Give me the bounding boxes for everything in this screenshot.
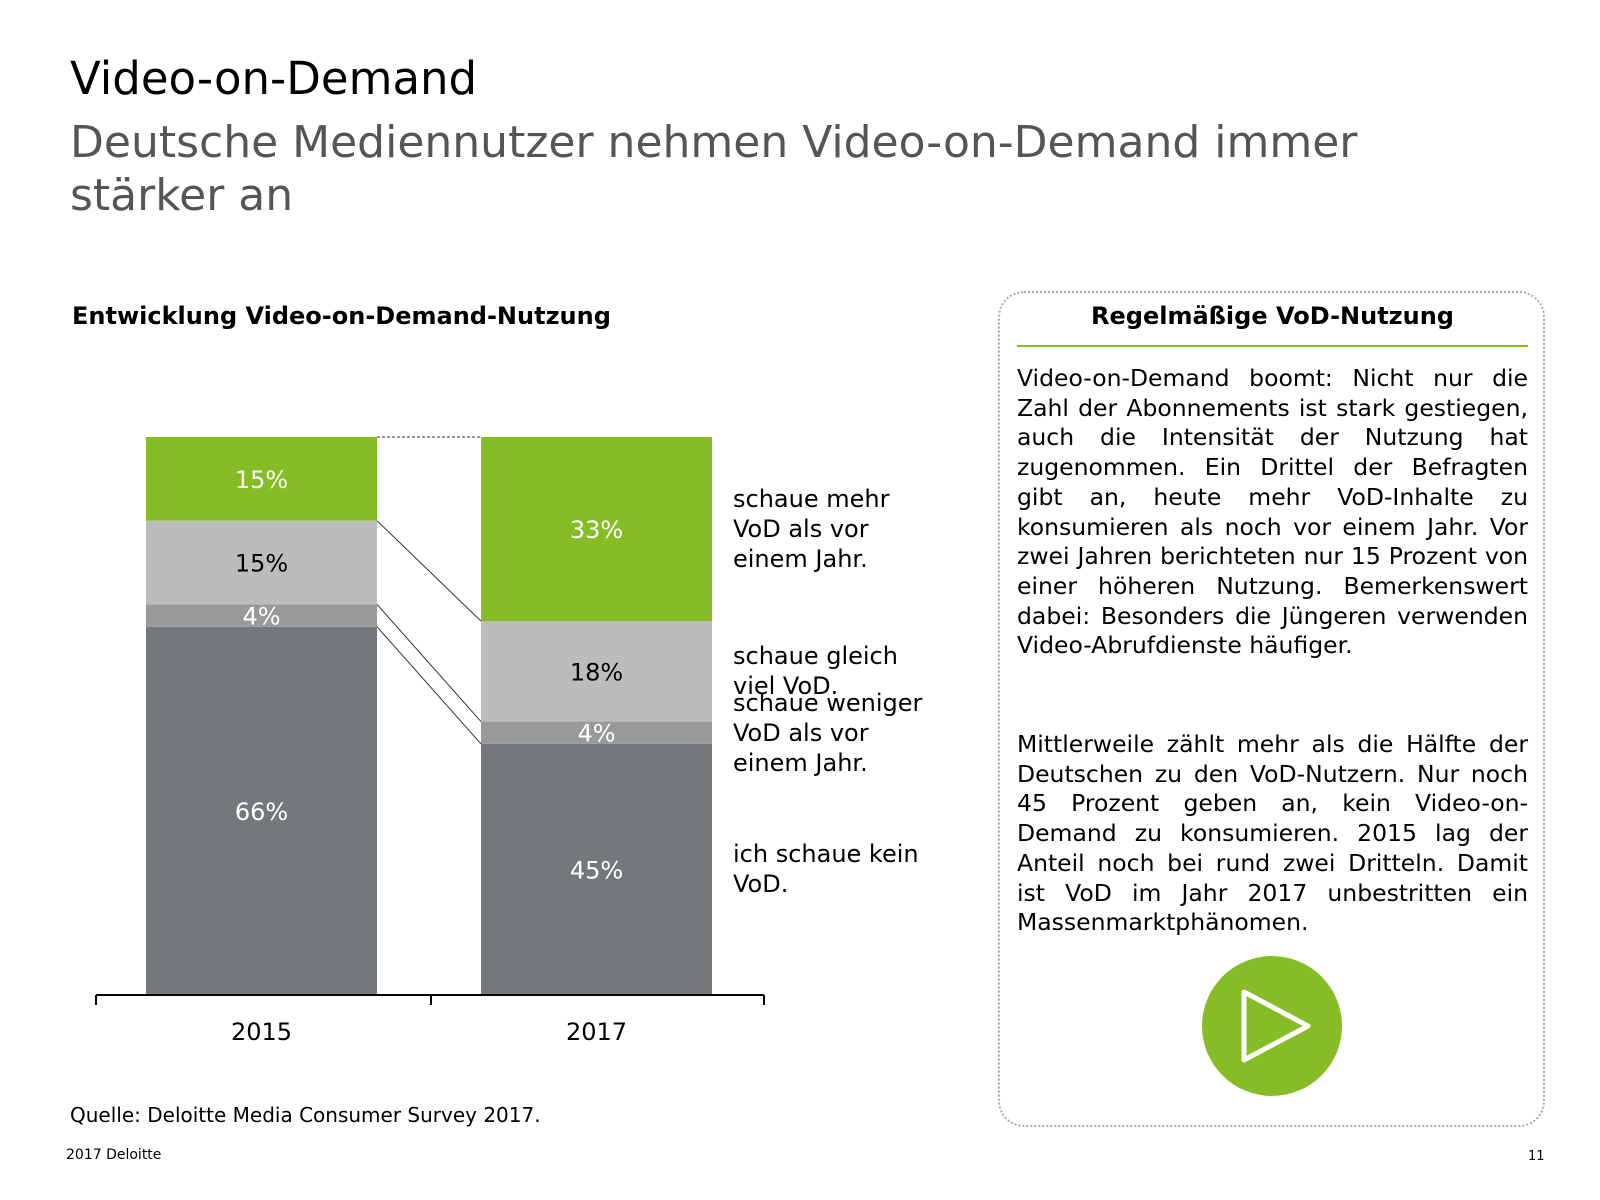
value-label: 15%: [235, 550, 288, 578]
bar-segment: [146, 520, 377, 605]
bar-segment: [481, 743, 712, 995]
play-icon: [1202, 956, 1342, 1096]
connector: [376, 604, 482, 722]
info-panel: [998, 291, 1545, 1127]
value-label: 66%: [235, 798, 288, 826]
connector: [376, 626, 482, 745]
legend-label: ich schaue kein VoD.: [733, 840, 919, 899]
bar-segment: [146, 604, 377, 627]
value-label: 4%: [242, 603, 280, 631]
bar-segment: [481, 621, 712, 722]
value-label: 15%: [235, 466, 288, 494]
panel-rule: [1017, 345, 1528, 347]
panel-paragraph: Video-on-Demand boomt: Nicht nur die Zah…: [1017, 364, 1528, 660]
panel-title: Regelmäßige VoD-Nutzung: [1091, 302, 1454, 330]
value-label: 33%: [570, 516, 623, 544]
bar-segment: [146, 437, 377, 521]
legend-label: schaue weniger VoD als vor einem Jahr.: [733, 688, 923, 777]
value-label: 4%: [577, 720, 615, 748]
value-label: 18%: [570, 658, 623, 686]
chart: 66% 45% 4% 4% 15% 18% 15% 33% 2015 2017: [95, 436, 765, 1046]
chart-title: Entwicklung Video-on-Demand-Nutzung: [72, 302, 611, 330]
x-tick-label: 2017: [566, 1018, 627, 1046]
connector: [376, 520, 482, 622]
slide-subtitle: Deutsche Mediennutzer nehmen Video-on-De…: [70, 117, 1358, 221]
legend-label: schaue gleich viel VoD.: [733, 642, 898, 701]
page-number: 11: [1528, 1149, 1545, 1164]
legend-label: schaue mehr VoD als vor einem Jahr.: [733, 485, 890, 574]
bar-segment: [481, 437, 712, 622]
bar-segment: [481, 721, 712, 744]
slide-title: Video-on-Demand: [70, 52, 478, 105]
value-label: 45%: [570, 856, 623, 884]
source-note: Quelle: Deloitte Media Consumer Survey 2…: [70, 1103, 541, 1127]
bar-segment: [146, 626, 377, 995]
x-tick-label: 2015: [231, 1018, 292, 1046]
footer-text: 2017 Deloitte: [66, 1147, 162, 1163]
panel-paragraph: Mittlerweile zählt mehr als die Hälfte d…: [1017, 730, 1528, 937]
